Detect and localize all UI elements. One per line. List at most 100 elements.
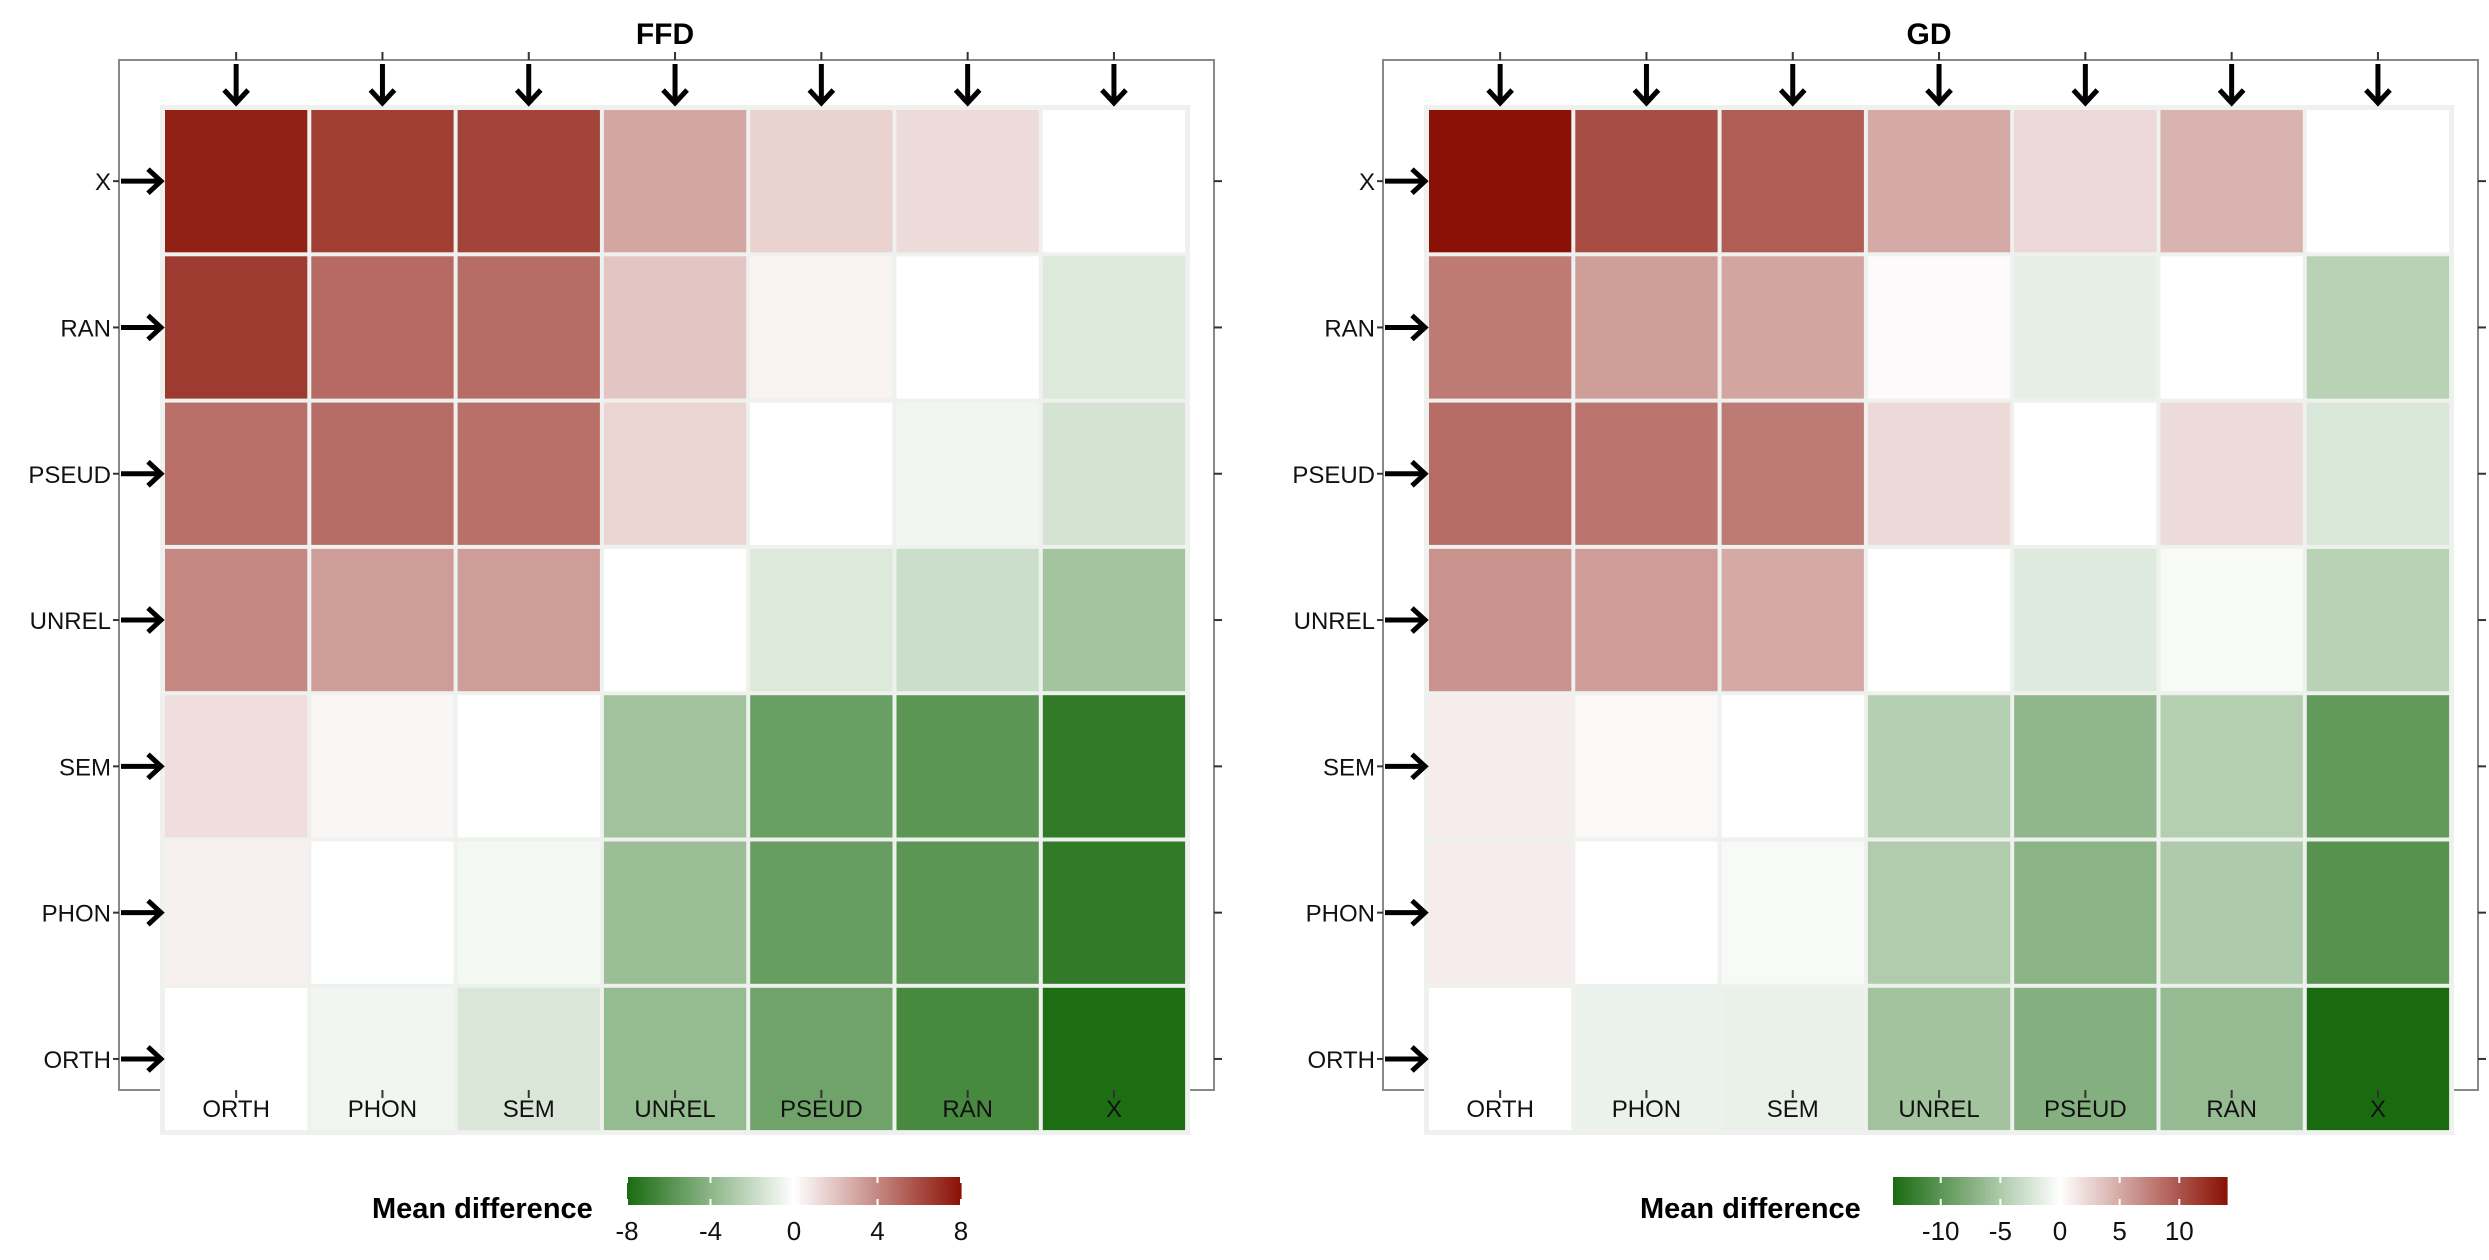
legend-gradient-step xyxy=(1954,1177,1958,1205)
legend-gradient-step xyxy=(760,1177,764,1205)
legend-gradient-step xyxy=(952,1177,957,1205)
column-arrow-phon xyxy=(1632,64,1661,107)
legend-gradient-step xyxy=(2096,1177,2100,1205)
legend-gradient-step xyxy=(707,1177,712,1205)
heatmap-cell xyxy=(750,841,893,984)
legend-gradient-step xyxy=(629,1177,634,1205)
legend-gradient-step xyxy=(2154,1177,2159,1205)
legend-gradient-step xyxy=(894,1177,898,1205)
legend-gradient-step xyxy=(1912,1177,1916,1205)
heatmap-cell xyxy=(603,548,747,692)
legend-gradient-step xyxy=(2137,1177,2142,1205)
legend: Mean difference -8 -4 0 4 8 xyxy=(372,1177,968,1246)
legend-gradient-step xyxy=(2190,1177,2195,1205)
heatmap-cell xyxy=(1042,841,1186,984)
row-arrow-orth xyxy=(1385,1045,1429,1073)
heatmap-cell xyxy=(311,256,454,399)
y-tick-label: RAN xyxy=(1324,315,1375,342)
heatmap-cell xyxy=(2306,841,2450,984)
heatmap-cell xyxy=(1867,548,2011,692)
legend-gradient-step xyxy=(757,1177,762,1205)
legend-gradient-step xyxy=(2201,1177,2206,1205)
heatmap-cell xyxy=(1721,695,1864,838)
legend-gradient-step xyxy=(930,1177,934,1205)
heatmap-cell xyxy=(457,987,600,1131)
legend-gradient-step xyxy=(2110,1177,2114,1205)
heatmap-cell xyxy=(457,110,600,253)
legend-gradient-step xyxy=(2215,1177,2220,1205)
legend-gradient-step xyxy=(885,1177,890,1205)
row-arrow-unrel xyxy=(1385,606,1429,634)
legend-gradient-step xyxy=(732,1177,737,1205)
column-arrow-unrel xyxy=(661,64,689,107)
legend: Mean difference -10 -5 0 5 10 xyxy=(1640,1177,2228,1246)
heatmap-cell xyxy=(2014,402,2157,545)
legend-gradient-step xyxy=(2162,1177,2167,1205)
heatmap-cell xyxy=(311,548,454,692)
legend-gradient-step xyxy=(2040,1177,2044,1205)
heatmap-cell xyxy=(1867,841,2011,984)
legend-gradient-step xyxy=(1940,1177,1944,1205)
panel-title: FFD xyxy=(636,18,694,51)
row-arrow-sem xyxy=(1385,752,1429,781)
legend-gradient-step xyxy=(858,1177,862,1205)
column-arrow-x xyxy=(2364,64,2392,107)
legend-gradient-step xyxy=(735,1177,739,1205)
legend-gradient-step xyxy=(2023,1177,2028,1205)
legend-gradient-step xyxy=(782,1177,787,1205)
heatmap-cell xyxy=(1575,695,1718,838)
column-arrow-x xyxy=(1100,64,1128,107)
legend-gradient-step xyxy=(1906,1177,1911,1205)
legend-gradient-step xyxy=(1915,1177,1919,1205)
legend-gradient-step xyxy=(846,1177,851,1205)
legend-gradient-step xyxy=(640,1177,645,1205)
legend-gradient-step xyxy=(741,1177,745,1205)
legend-gradient-step xyxy=(2171,1177,2175,1205)
heatmap-cell xyxy=(311,402,454,545)
heatmap-cell xyxy=(2306,402,2450,545)
legend-gradient-step xyxy=(2071,1177,2075,1205)
legend-gradient-step xyxy=(724,1177,728,1205)
column-arrow-sem xyxy=(514,64,543,107)
legend-gradient-step xyxy=(2087,1177,2092,1205)
legend-gradient-step xyxy=(1893,1177,1897,1205)
legend-gradient-step xyxy=(2149,1177,2153,1205)
heatmap-cell xyxy=(1867,402,2011,545)
legend-gradient-step xyxy=(832,1177,837,1205)
heatmap-cell xyxy=(1721,841,1864,984)
heatmap-cell xyxy=(1575,987,1718,1131)
legend-tick-label: 0 xyxy=(2053,1216,2067,1246)
heatmap-cell xyxy=(896,841,1039,984)
heatmap-cell xyxy=(1575,110,1718,253)
legend-gradient-step xyxy=(693,1177,698,1205)
row-arrow-x xyxy=(121,167,165,195)
heatmap-cell xyxy=(457,256,600,399)
legend-tick-label: 8 xyxy=(954,1216,968,1246)
legend-gradient-step xyxy=(2160,1177,2164,1205)
legend-gradient-step xyxy=(2185,1177,2189,1205)
legend-gradient-step xyxy=(643,1177,648,1205)
heatmap-cell xyxy=(603,841,747,984)
legend-gradient-step xyxy=(704,1177,709,1205)
legend-gradient-step xyxy=(2118,1177,2122,1205)
legend-gradient-step xyxy=(838,1177,842,1205)
heatmap-cell xyxy=(2014,695,2157,838)
legend-gradient-step xyxy=(2168,1177,2172,1205)
heatmap-cell xyxy=(2306,548,2450,692)
legend-gradient-step xyxy=(2034,1177,2039,1205)
legend-gradient-step xyxy=(766,1177,770,1205)
legend-gradient-step xyxy=(752,1177,756,1205)
heatmap-cell xyxy=(2306,695,2450,838)
column-arrow-pseud xyxy=(2071,64,2100,107)
legend-gradient-step xyxy=(2057,1177,2061,1205)
legend-gradient-step xyxy=(2029,1177,2033,1205)
legend-gradient-step xyxy=(874,1177,879,1205)
y-tick-label: SEM xyxy=(1323,754,1375,781)
legend-gradient-step xyxy=(877,1177,881,1205)
legend-gradient-step xyxy=(2037,1177,2042,1205)
y-tick-label: ORTH xyxy=(43,1047,111,1074)
legend-tick-label: -5 xyxy=(1989,1216,2012,1246)
heatmap-cell xyxy=(603,987,747,1131)
legend-gradient-step xyxy=(1909,1177,1914,1205)
